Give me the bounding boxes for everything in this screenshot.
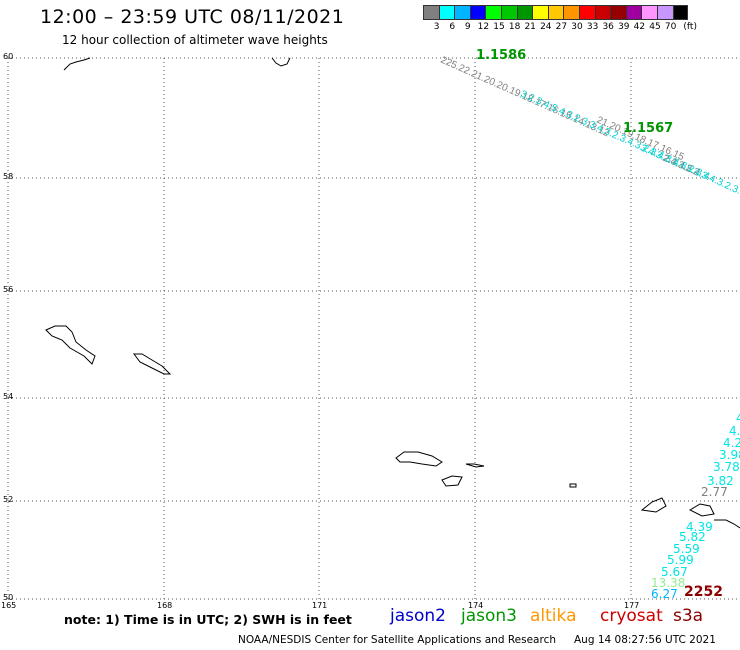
swh-observation: 13.38 bbox=[651, 576, 686, 590]
map-subtitle: 12 hour collection of altimeter wave hei… bbox=[62, 33, 328, 47]
colorbar-label-12: 39 bbox=[618, 22, 630, 32]
swh-observation: 4.39 bbox=[686, 520, 713, 534]
colorbar-label-8: 27 bbox=[555, 22, 568, 32]
colorbar-labels: 3 6 9 12 15 18 21 24 27 30 33 36 39 42 45 70 (ft) bbox=[423, 22, 740, 34]
lat-label-52: 52 bbox=[3, 495, 14, 504]
swh-observation: 4. bbox=[729, 424, 740, 438]
swh-observation: 3.82 bbox=[707, 474, 734, 488]
lon-label-168: 168 bbox=[157, 601, 173, 610]
colorbar-swatch-16 bbox=[672, 5, 689, 20]
colorbar-swatch-6 bbox=[516, 5, 533, 20]
island-aleutian-a bbox=[395, 451, 443, 467]
swh-observation: 5.82 bbox=[679, 530, 706, 544]
lon-label-165: 165 bbox=[1, 601, 17, 610]
swh-observation: 5.67 bbox=[661, 565, 688, 579]
colorbar-swatch-13 bbox=[625, 5, 642, 20]
swh-observation: 5.99 bbox=[667, 553, 694, 567]
island-aleutian-c bbox=[441, 475, 463, 487]
colorbar-label-7: 24 bbox=[540, 22, 552, 32]
colorbar-swatch-9 bbox=[563, 5, 579, 20]
colorbar-label-5: 18 bbox=[508, 22, 521, 32]
lat-label-56: 56 bbox=[3, 285, 14, 294]
lat-label-58: 58 bbox=[3, 172, 14, 181]
colorbar-swatch-10 bbox=[578, 5, 595, 20]
colorbar-swatch-4 bbox=[485, 5, 501, 20]
north-track-label-b: 1.1567 bbox=[623, 121, 674, 136]
colorbar-label-9: 30 bbox=[571, 22, 583, 32]
island-aleutian-b bbox=[465, 463, 485, 468]
colorbar-swatch-2 bbox=[454, 5, 470, 20]
island-large-west bbox=[45, 325, 96, 365]
units-note: note: 1) Time is in UTC; 2) SWH is in fe… bbox=[64, 612, 352, 627]
wave-height-colorbar bbox=[423, 5, 689, 20]
credit-timestamp: Aug 14 08:27:56 UTC 2021 bbox=[574, 634, 716, 646]
coast-top-mid bbox=[271, 57, 291, 67]
colorbar-label-15: 70 bbox=[664, 22, 677, 32]
swh-observation: 5.59 bbox=[673, 542, 700, 556]
coastlines bbox=[45, 57, 740, 529]
colorbar-swatch-0 bbox=[423, 5, 439, 20]
lon-label-177: 177 bbox=[624, 601, 640, 610]
lon-label-174: 174 bbox=[468, 601, 484, 610]
credit-text: NOAA/NESDIS Center for Satellite Applica… bbox=[238, 634, 556, 646]
island-small-west bbox=[133, 353, 172, 375]
lat-label-60: 60 bbox=[3, 52, 14, 61]
island-aleutian-e bbox=[640, 497, 667, 513]
colorbar-label-11: 36 bbox=[602, 22, 614, 32]
colorbar-swatch-7 bbox=[532, 5, 548, 20]
swh-observation: 3.78 bbox=[713, 460, 740, 474]
island-aleutian-g bbox=[714, 519, 740, 529]
swh-observation: 6.27 bbox=[651, 587, 678, 601]
colorbar-label-0: 3 bbox=[433, 22, 440, 32]
colorbar-swatch-14 bbox=[641, 5, 657, 20]
colorbar-label-1: 6 bbox=[449, 22, 456, 32]
colorbar-label-14: 45 bbox=[649, 22, 661, 32]
satellite-jason3: jason3 bbox=[461, 606, 517, 626]
swh-observation: 4.2 bbox=[723, 436, 740, 450]
colorbar-label-16: (ft) bbox=[683, 22, 697, 32]
island-aleutian-d bbox=[569, 483, 577, 488]
colorbar-label-3: 12 bbox=[477, 22, 490, 32]
island-aleutian-f bbox=[688, 503, 715, 517]
colorbar-swatch-15 bbox=[656, 5, 673, 20]
swh-observation: 3.98 bbox=[719, 448, 740, 462]
colorbar-label-6: 21 bbox=[524, 22, 536, 32]
north-track-label-a: 1.1586 bbox=[476, 48, 527, 63]
colorbar-label-10: 33 bbox=[586, 22, 599, 32]
colorbar-label-13: 42 bbox=[633, 22, 646, 32]
colorbar-swatch-11 bbox=[594, 5, 611, 20]
colorbar-swatch-1 bbox=[438, 5, 455, 20]
colorbar-swatch-3 bbox=[469, 5, 486, 20]
colorbar-label-4: 15 bbox=[493, 22, 505, 32]
colorbar-label-2: 9 bbox=[464, 22, 471, 32]
swh-observation: 2252 bbox=[684, 584, 723, 600]
satellite-jason2: jason2 bbox=[390, 606, 446, 626]
coast-top-left bbox=[63, 57, 91, 71]
swh-observation: 2.77 bbox=[701, 485, 728, 499]
map-title: 12:00 – 23:59 UTC 08/11/2021 bbox=[40, 6, 345, 28]
swh-observation: 4. bbox=[736, 411, 740, 425]
colorbar-swatch-8 bbox=[547, 5, 564, 20]
satellite-s3a: s3a bbox=[673, 606, 704, 626]
satellite-altika: altika bbox=[530, 606, 577, 626]
lat-label-50: 50 bbox=[3, 593, 14, 602]
satellite-cryosat: cryosat bbox=[600, 606, 663, 626]
lon-label-171: 171 bbox=[312, 601, 328, 610]
colorbar-swatch-12 bbox=[610, 5, 626, 20]
credit-line: NOAA/NESDIS Center for Satellite Applica… bbox=[238, 634, 716, 646]
lat-label-54: 54 bbox=[3, 392, 14, 401]
north-altimeter-track: 225.22.21.20.20.19.18.17.16.15.14.13.12 … bbox=[439, 55, 740, 203]
colorbar-swatch-5 bbox=[500, 5, 517, 20]
